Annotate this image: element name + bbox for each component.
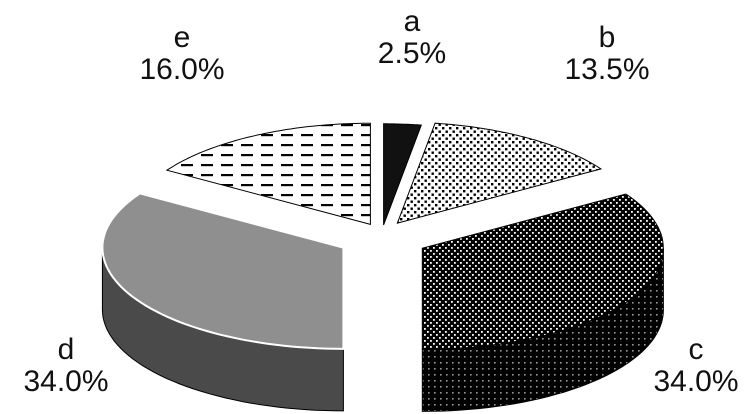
- pie-slice-top-a: [383, 123, 422, 226]
- slice-label-d: d 34.0%: [23, 334, 108, 398]
- pie-slice-top-b: [396, 122, 603, 224]
- pie-slice-top-d: [101, 192, 345, 350]
- slice-name: b: [598, 21, 616, 54]
- slice-percent: 16.0%: [139, 53, 225, 86]
- pie-slice-d: [101, 192, 345, 412]
- slice-percent: 34.0%: [653, 365, 739, 398]
- slice-label-a: a 2.5%: [378, 6, 446, 70]
- pie-slice-top-c: [421, 193, 664, 350]
- slice-percent: 34.0%: [23, 365, 109, 398]
- pie-slice-top-e: [165, 122, 371, 226]
- pie-slice-c: [421, 193, 664, 412]
- slice-name: d: [57, 333, 75, 366]
- slice-label-e: e 16.0%: [139, 22, 224, 86]
- slice-name: a: [403, 5, 421, 38]
- pie-slice-e: [165, 122, 371, 226]
- slice-label-b: b 13.5%: [564, 22, 649, 86]
- slice-percent: 13.5%: [564, 53, 650, 86]
- pie-slices: [101, 122, 664, 412]
- slice-name: c: [688, 333, 704, 366]
- pie-slice-b: [396, 122, 603, 224]
- slice-label-c: c 34.0%: [653, 334, 738, 398]
- slice-percent: 2.5%: [377, 37, 447, 70]
- slice-name: e: [173, 21, 191, 54]
- pie-slice-a: [383, 123, 422, 226]
